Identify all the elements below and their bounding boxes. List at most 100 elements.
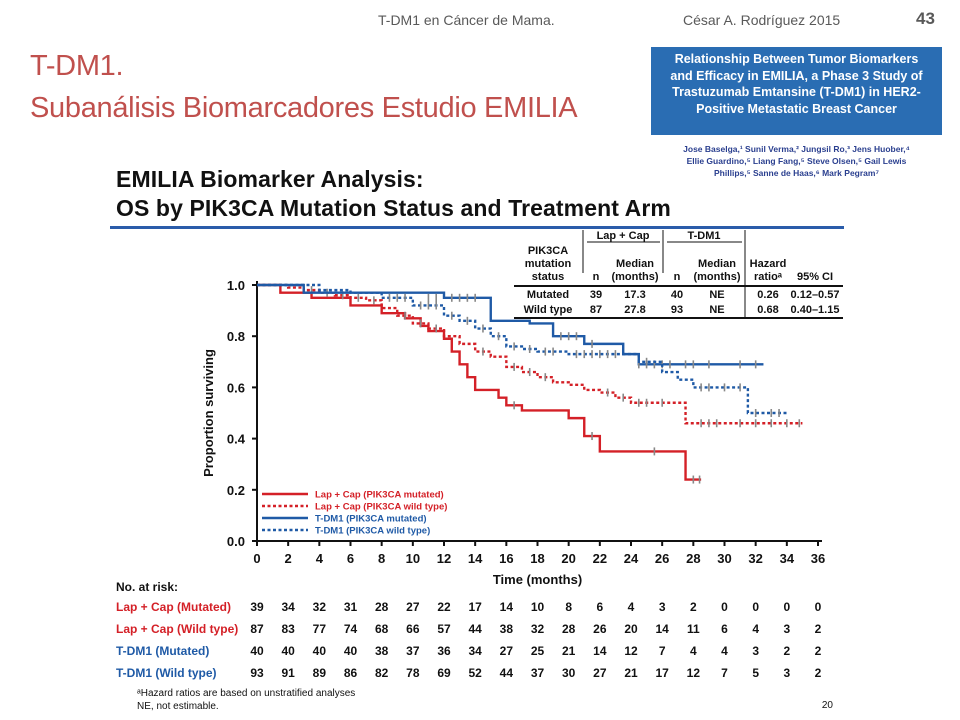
risk-row-label: Lap + Cap (Mutated) (116, 600, 231, 614)
risk-value: 68 (375, 622, 389, 636)
risk-value: 26 (593, 622, 607, 636)
chart-series (257, 283, 803, 484)
table-header: (months) (693, 271, 740, 283)
risk-value: 27 (406, 600, 420, 614)
x-tick-label: 14 (468, 551, 483, 566)
risk-value: 66 (406, 622, 420, 636)
x-tick-label: 4 (316, 551, 324, 566)
table-header: n (674, 271, 681, 283)
paper-author-line: Jose Baselga,¹ Sunil Verma,² Jungsil Ro,… (683, 144, 910, 154)
table-header: (months) (611, 271, 658, 283)
risk-value: 2 (815, 622, 822, 636)
risk-value: 2 (815, 644, 822, 658)
risk-value: 3 (783, 622, 790, 636)
x-tick-label: 0 (253, 551, 260, 566)
chart-axes: 0.00.20.40.60.81.00 2 4 6 8 10 12 14 16 18 20 22 24 2… (201, 278, 825, 587)
y-axis-label: Proportion surviving (201, 349, 216, 477)
header-right: César A. Rodríguez 2015 (683, 12, 841, 28)
y-tick-label: 0.8 (227, 329, 245, 344)
table-header: 95% CI (797, 271, 833, 283)
x-tick-label: 24 (624, 551, 639, 566)
risk-value: 6 (721, 622, 728, 636)
paper-author-line: Ellie Guardino,⁵ Liang Fang,⁵ Steve Olse… (686, 156, 907, 166)
risk-value: 21 (624, 666, 638, 680)
risk-value: 2 (783, 644, 790, 658)
risk-value: 11 (687, 622, 700, 636)
risk-value: 7 (721, 666, 728, 680)
x-tick-label: 34 (780, 551, 795, 566)
risk-value: 91 (281, 666, 295, 680)
x-tick-label: 10 (406, 551, 420, 566)
risk-value: 38 (375, 644, 389, 658)
risk-value: 30 (562, 666, 576, 680)
risk-value: 40 (250, 644, 264, 658)
paper-title-box: Relationship Between Tumor Biomarkers an… (651, 47, 942, 135)
table-cell: Mutated (527, 289, 569, 301)
risk-value: 74 (344, 622, 358, 636)
risk-value: 4 (752, 622, 759, 636)
risk-value: 83 (281, 622, 295, 636)
x-tick-label: 22 (593, 551, 607, 566)
y-tick-label: 0.0 (227, 534, 245, 549)
risk-value: 89 (313, 666, 327, 680)
x-tick-label: 18 (530, 551, 544, 566)
risk-value: 7 (659, 644, 666, 658)
series-line (257, 283, 787, 415)
risk-value: 44 (500, 666, 514, 680)
risk-value: 17 (655, 666, 669, 680)
x-tick-label: 2 (285, 551, 292, 566)
paper-author-line: Phillips,⁵ Sanne de Haas,⁶ Mark Pegram⁷ (714, 168, 879, 178)
risk-value: 0 (721, 600, 728, 614)
table-cell: 0.26 (757, 289, 778, 301)
risk-value: 3 (659, 600, 666, 614)
risk-value: 3 (783, 666, 790, 680)
risk-value: 2 (690, 600, 697, 614)
risk-value: 28 (562, 622, 576, 636)
risk-value: 69 (437, 666, 451, 680)
x-tick-label: 26 (655, 551, 669, 566)
table-cell: 0.12–0.57 (791, 289, 840, 301)
risk-value: 32 (531, 622, 545, 636)
table-header: Hazard (750, 258, 787, 270)
risk-value: 4 (628, 600, 635, 614)
risk-value: 2 (815, 666, 822, 680)
risk-value: 28 (375, 600, 389, 614)
risk-value: 34 (468, 644, 482, 658)
slide-title-line1: T-DM1. (30, 50, 124, 82)
table-cell: 40 (671, 289, 683, 301)
risk-value: 21 (562, 644, 576, 658)
risk-value: 39 (250, 600, 264, 614)
risk-value: 37 (406, 644, 420, 658)
footnotes: ᵃHazard ratios are based on unstratified… (137, 688, 833, 712)
table-cell: Wild type (524, 304, 573, 316)
table-cell: 17.3 (624, 289, 645, 301)
x-tick-label: 32 (748, 551, 762, 566)
risk-row-label: Lap + Cap (Wild type) (116, 622, 238, 636)
y-tick-label: 0.2 (227, 483, 245, 498)
table-group-header: T-DM1 (688, 230, 721, 242)
table-cell: 93 (671, 304, 683, 316)
risk-value: 14 (655, 622, 669, 636)
risk-value: 34 (281, 600, 295, 614)
series-line (257, 283, 803, 425)
risk-value: 52 (468, 666, 482, 680)
table-cell: 39 (590, 289, 602, 301)
table-header: Median (616, 258, 654, 270)
table-cell: NE (709, 304, 724, 316)
risk-value: 40 (313, 644, 327, 658)
table-header: PIK3CA (528, 245, 568, 257)
risk-value: 4 (690, 644, 697, 658)
x-tick-label: 20 (561, 551, 575, 566)
table-cell: NE (709, 289, 724, 301)
footnote: ᵃHazard ratios are based on unstratified… (137, 688, 355, 699)
risk-value: 14 (593, 644, 607, 658)
table-cell: 87 (590, 304, 602, 316)
x-axis-label: Time (months) (493, 572, 582, 587)
legend-label: T-DM1 (PIK3CA wild type) (315, 526, 430, 537)
page-ref: 20 (822, 700, 834, 711)
slide-number: 43 (916, 9, 935, 28)
x-tick-label: 8 (378, 551, 385, 566)
table-header: mutation (525, 258, 572, 270)
risk-row-label: T-DM1 (Mutated) (116, 644, 209, 658)
